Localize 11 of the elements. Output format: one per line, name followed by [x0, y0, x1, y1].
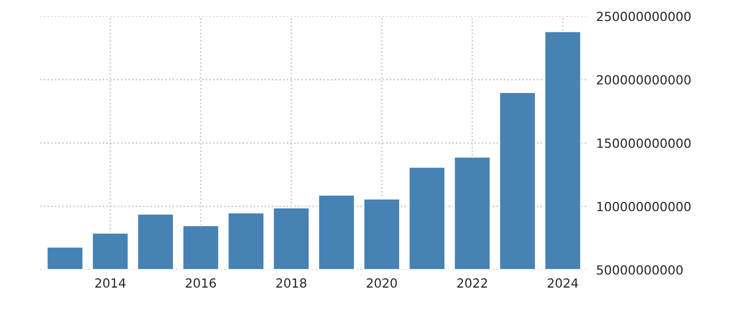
y-tick-label: 150000000000 — [597, 138, 691, 148]
y-tick-label: 250000000000 — [596, 12, 691, 22]
y-tick-label: 50000000000 — [596, 265, 683, 275]
x-tick-label: 2020 — [366, 278, 397, 288]
x-tick-label: 2022 — [457, 278, 487, 288]
x-tick-label: 2014 — [95, 278, 126, 288]
x-tick-label: 2018 — [276, 278, 306, 288]
x-tick-label: 2024 — [548, 278, 578, 288]
x-tick-label: 2016 — [186, 278, 216, 288]
y-tick-label: 200000000000 — [596, 75, 691, 85]
y-tick-label: 100000000000 — [597, 202, 691, 212]
